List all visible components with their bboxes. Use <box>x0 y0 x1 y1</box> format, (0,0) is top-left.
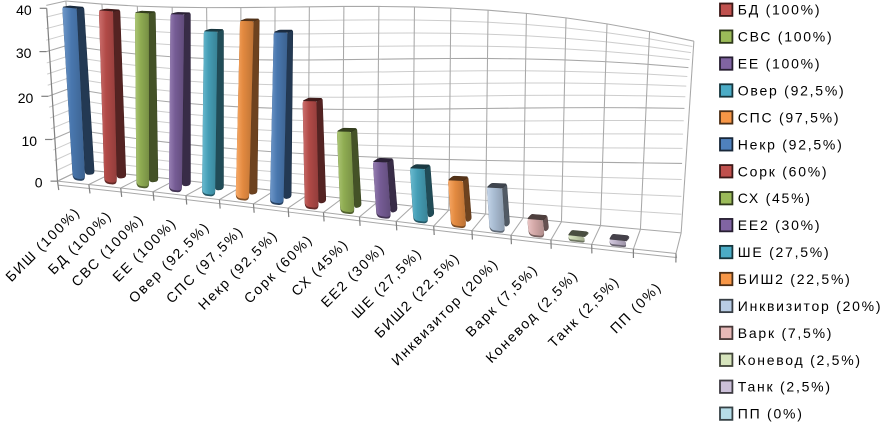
svg-text:ПП (0%): ПП (0%) <box>738 406 804 422</box>
svg-text:40: 40 <box>16 2 32 18</box>
svg-text:БИШ2 (22,5%): БИШ2 (22,5%) <box>738 271 852 287</box>
svg-text:Варк (7,5%): Варк (7,5%) <box>738 325 833 341</box>
svg-text:СПС (97,5%): СПС (97,5%) <box>738 109 840 125</box>
svg-text:Некр (92,5%): Некр (92,5%) <box>738 136 844 152</box>
svg-text:0: 0 <box>35 175 43 191</box>
svg-text:20: 20 <box>18 90 34 106</box>
svg-text:БД (100%): БД (100%) <box>738 2 821 18</box>
svg-text:10: 10 <box>21 133 37 149</box>
svg-text:ШЕ (27,5%): ШЕ (27,5%) <box>738 244 831 260</box>
svg-text:Инквизитор (20%): Инквизитор (20%) <box>738 298 881 314</box>
svg-text:ЕЕ (100%): ЕЕ (100%) <box>738 56 821 72</box>
svg-text:30: 30 <box>16 45 32 61</box>
svg-text:СХ (45%): СХ (45%) <box>738 190 812 206</box>
svg-text:Коневод (2,5%): Коневод (2,5%) <box>738 352 862 368</box>
svg-text:Танк (2,5%): Танк (2,5%) <box>738 379 832 395</box>
svg-text:СВС (100%): СВС (100%) <box>738 29 834 45</box>
svg-text:ЕЕ2 (30%): ЕЕ2 (30%) <box>738 217 821 233</box>
svg-text:Овер (92,5%): Овер (92,5%) <box>738 82 846 98</box>
svg-text:Сорк (60%): Сорк (60%) <box>738 163 829 179</box>
